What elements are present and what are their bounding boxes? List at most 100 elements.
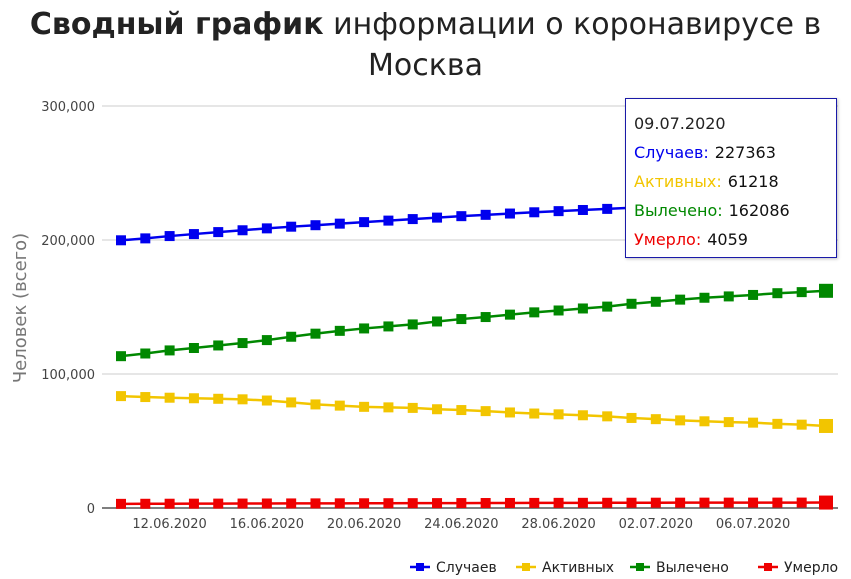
- data-point[interactable]: [237, 498, 248, 509]
- data-point[interactable]: [164, 498, 175, 509]
- data-point[interactable]: [432, 404, 443, 415]
- data-point[interactable]: [650, 497, 661, 508]
- data-point[interactable]: [213, 340, 224, 351]
- data-point[interactable]: [140, 498, 151, 509]
- data-point[interactable]: [626, 298, 637, 309]
- data-point[interactable]: [699, 292, 710, 303]
- data-point[interactable]: [407, 402, 418, 413]
- data-point[interactable]: [383, 215, 394, 226]
- data-point[interactable]: [432, 316, 443, 327]
- data-point[interactable]: [359, 401, 370, 412]
- legend-item-label[interactable]: Активных: [542, 560, 614, 576]
- data-point[interactable]: [456, 498, 467, 509]
- data-point[interactable]: [626, 412, 637, 423]
- data-point[interactable]: [188, 229, 199, 240]
- data-point[interactable]: [140, 392, 151, 403]
- data-point[interactable]: [286, 397, 297, 408]
- data-point[interactable]: [650, 296, 661, 307]
- data-point[interactable]: [748, 497, 759, 508]
- data-point[interactable]: [796, 287, 807, 298]
- data-point[interactable]: [699, 416, 710, 427]
- data-point[interactable]: [359, 498, 370, 509]
- data-point[interactable]: [310, 328, 321, 339]
- data-point[interactable]: [529, 207, 540, 218]
- data-point[interactable]: [529, 307, 540, 318]
- data-point[interactable]: [261, 223, 272, 234]
- data-point[interactable]: [359, 323, 370, 334]
- data-point[interactable]: [650, 414, 661, 425]
- data-point[interactable]: [164, 345, 175, 356]
- data-point[interactable]: [237, 394, 248, 405]
- data-point[interactable]: [407, 319, 418, 330]
- data-point[interactable]: [529, 408, 540, 419]
- data-point[interactable]: [188, 498, 199, 509]
- legend-item-label[interactable]: Умерло: [784, 560, 838, 576]
- data-point[interactable]: [456, 405, 467, 416]
- data-point[interactable]: [626, 497, 637, 508]
- data-point[interactable]: [553, 305, 564, 316]
- data-point[interactable]: [310, 399, 321, 410]
- data-point[interactable]: [116, 498, 126, 509]
- data-point[interactable]: [748, 289, 759, 300]
- data-point[interactable]: [334, 498, 345, 509]
- data-point[interactable]: [310, 498, 321, 509]
- data-point[interactable]: [772, 497, 783, 508]
- data-point[interactable]: [286, 331, 297, 342]
- data-point[interactable]: [480, 498, 491, 509]
- data-point[interactable]: [772, 288, 783, 299]
- data-point[interactable]: [188, 343, 199, 354]
- data-point[interactable]: [310, 220, 321, 231]
- data-point[interactable]: [553, 497, 564, 508]
- data-point[interactable]: [286, 498, 297, 509]
- data-point[interactable]: [407, 214, 418, 225]
- data-point[interactable]: [237, 225, 248, 236]
- data-point[interactable]: [602, 301, 613, 312]
- data-point[interactable]: [553, 206, 564, 217]
- data-point[interactable]: [553, 409, 564, 420]
- data-point[interactable]: [675, 415, 686, 426]
- data-point[interactable]: [359, 217, 370, 228]
- data-point[interactable]: [480, 209, 491, 220]
- data-point[interactable]: [407, 498, 418, 509]
- data-point[interactable]: [602, 411, 613, 422]
- data-point[interactable]: [140, 348, 151, 359]
- data-point[interactable]: [164, 231, 175, 242]
- data-point[interactable]: [577, 303, 588, 314]
- data-point[interactable]: [116, 391, 126, 402]
- data-point[interactable]: [213, 227, 224, 238]
- data-point[interactable]: [261, 395, 272, 406]
- data-point[interactable]: [140, 233, 151, 244]
- data-point[interactable]: [164, 392, 175, 403]
- data-point[interactable]: [602, 203, 613, 214]
- data-point[interactable]: [116, 235, 126, 246]
- data-point[interactable]: [723, 417, 734, 428]
- data-point[interactable]: [213, 393, 224, 404]
- data-point[interactable]: [383, 498, 394, 509]
- legend-item-label[interactable]: Случаев: [436, 560, 497, 576]
- data-point[interactable]: [504, 208, 515, 219]
- data-point[interactable]: [334, 325, 345, 336]
- data-point[interactable]: [334, 218, 345, 229]
- data-point[interactable]: [723, 497, 734, 508]
- data-point[interactable]: [213, 498, 224, 509]
- data-point[interactable]: [334, 400, 345, 411]
- data-point[interactable]: [772, 418, 783, 429]
- data-point[interactable]: [504, 407, 515, 418]
- data-point[interactable]: [796, 497, 807, 508]
- data-point[interactable]: [286, 221, 297, 232]
- data-point[interactable]: [577, 204, 588, 215]
- data-point[interactable]: [456, 211, 467, 222]
- data-point[interactable]: [819, 283, 833, 298]
- legend-item-label[interactable]: Вылечено: [656, 560, 729, 576]
- data-point[interactable]: [819, 418, 833, 433]
- legend[interactable]: Случаев Активных Вылечено Умерло: [410, 560, 838, 576]
- data-point[interactable]: [383, 321, 394, 332]
- data-point[interactable]: [577, 410, 588, 421]
- data-point[interactable]: [480, 312, 491, 323]
- data-point[interactable]: [261, 335, 272, 346]
- data-point[interactable]: [796, 419, 807, 430]
- data-point[interactable]: [602, 497, 613, 508]
- data-point[interactable]: [261, 498, 272, 509]
- data-point[interactable]: [188, 393, 199, 404]
